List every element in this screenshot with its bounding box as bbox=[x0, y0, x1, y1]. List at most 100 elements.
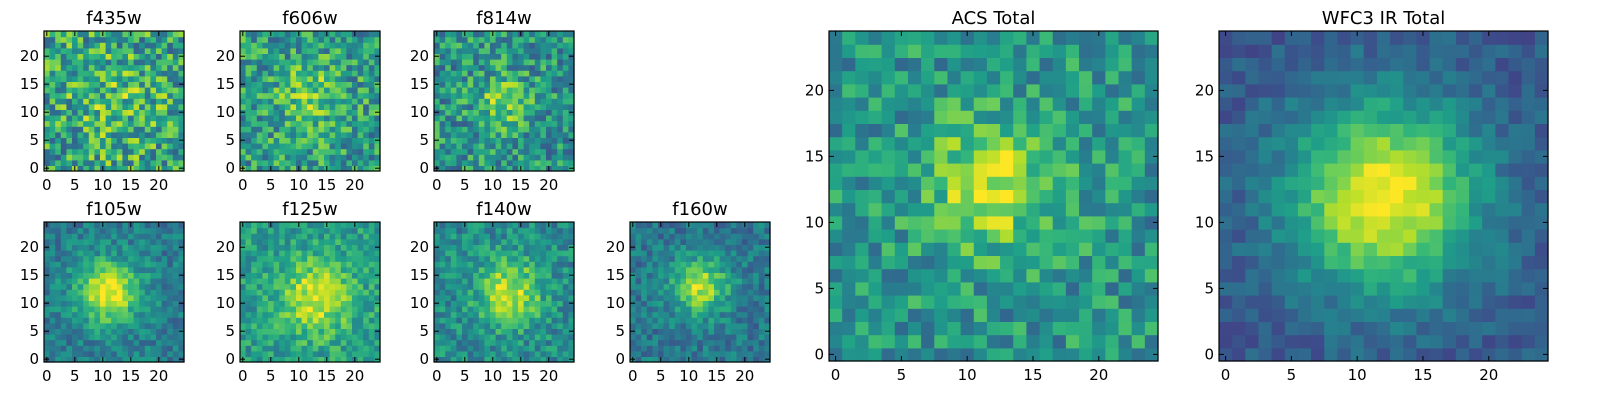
heatmap-cell bbox=[100, 126, 107, 133]
heatmap-cell bbox=[60, 64, 67, 71]
heatmap-cell bbox=[296, 350, 303, 357]
heatmap-cell bbox=[340, 266, 347, 273]
heatmap-cell bbox=[753, 289, 760, 296]
heatmap-cell bbox=[273, 272, 280, 279]
heatmap-cell bbox=[551, 222, 558, 229]
heatmap-cell bbox=[312, 98, 319, 105]
heatmap-cell bbox=[529, 322, 536, 329]
heatmap-cell bbox=[456, 356, 463, 363]
heatmap-cell bbox=[161, 261, 168, 268]
heatmap-cell bbox=[156, 300, 163, 307]
heatmap-cell bbox=[730, 317, 737, 324]
heatmap-cell bbox=[268, 311, 275, 318]
heatmap-cell bbox=[55, 272, 62, 279]
heatmap-cell bbox=[1039, 163, 1054, 177]
heatmap-cell bbox=[55, 59, 62, 66]
heatmap-cell bbox=[456, 272, 463, 279]
heatmap-cell bbox=[88, 345, 95, 352]
heatmap-cell bbox=[60, 238, 67, 245]
heatmap-cell bbox=[742, 328, 749, 335]
heatmap-cell bbox=[540, 70, 547, 77]
heatmap-cell bbox=[973, 347, 988, 362]
heatmap-cell bbox=[167, 311, 174, 318]
heatmap-cell bbox=[357, 328, 364, 335]
heatmap-cell bbox=[669, 255, 676, 262]
heatmap-cell bbox=[44, 227, 51, 234]
heatmap-cell bbox=[907, 189, 922, 204]
heatmap-cell bbox=[245, 300, 252, 307]
heatmap-cell bbox=[663, 339, 670, 346]
heatmap-cell bbox=[161, 165, 168, 172]
heatmap-cell bbox=[116, 334, 123, 341]
heatmap-cell bbox=[284, 233, 291, 240]
heatmap-cell bbox=[490, 159, 497, 166]
heatmap-cell bbox=[49, 165, 56, 172]
heatmap-cell bbox=[251, 322, 258, 329]
heatmap-cell bbox=[484, 92, 491, 99]
heatmap-cell bbox=[88, 300, 95, 307]
heatmap-cell bbox=[268, 233, 275, 240]
heatmap-cell bbox=[335, 227, 342, 234]
heatmap-cell bbox=[764, 227, 771, 234]
heatmap-cell bbox=[340, 294, 347, 301]
heatmap-cell bbox=[641, 222, 648, 229]
heatmap-cell bbox=[1013, 268, 1027, 283]
heatmap-cell bbox=[72, 47, 79, 54]
heatmap-cell bbox=[540, 75, 547, 82]
heatmap-cell bbox=[105, 227, 112, 234]
heatmap-cell bbox=[495, 300, 502, 307]
heatmap-cell bbox=[450, 115, 457, 122]
heatmap-cell bbox=[240, 294, 247, 301]
heatmap-cell bbox=[747, 306, 754, 313]
heatmap-cell bbox=[736, 322, 743, 329]
heatmap-cell bbox=[1026, 163, 1041, 177]
heatmap-cell bbox=[139, 75, 146, 82]
heatmap-cell bbox=[450, 311, 457, 318]
heatmap-cell bbox=[60, 165, 67, 172]
heatmap-cell bbox=[546, 81, 553, 88]
heatmap-cell bbox=[279, 345, 286, 352]
heatmap-cell bbox=[445, 311, 452, 318]
heatmap-cell bbox=[55, 283, 62, 290]
heatmap-cell bbox=[730, 278, 737, 285]
y-tick-label: 0 bbox=[29, 159, 39, 177]
heatmap-cell bbox=[540, 345, 547, 352]
heatmap-cell bbox=[1013, 242, 1027, 256]
heatmap-cell bbox=[66, 306, 73, 313]
heatmap-cell bbox=[506, 109, 513, 116]
heatmap-cell bbox=[562, 317, 569, 324]
heatmap-cell bbox=[284, 165, 291, 172]
heatmap-cell bbox=[144, 165, 151, 172]
heatmap-cell bbox=[894, 242, 909, 256]
heatmap-cell bbox=[736, 227, 743, 234]
heatmap-cell bbox=[279, 81, 286, 88]
heatmap-cell bbox=[161, 98, 168, 105]
heatmap-cell bbox=[94, 350, 101, 357]
heatmap-cell bbox=[484, 261, 491, 268]
heatmap-cell bbox=[719, 227, 726, 234]
heatmap-cell bbox=[714, 328, 721, 335]
heatmap-cell bbox=[77, 36, 84, 43]
heatmap-cell bbox=[335, 137, 342, 144]
heatmap-cell bbox=[352, 255, 359, 262]
heatmap-cell bbox=[340, 227, 347, 234]
heatmap-cell bbox=[439, 53, 446, 60]
heatmap-cell bbox=[290, 36, 297, 43]
heatmap-cell bbox=[284, 283, 291, 290]
heatmap-cell bbox=[66, 87, 73, 94]
heatmap-cell bbox=[467, 103, 474, 110]
heatmap-cell bbox=[450, 322, 457, 329]
heatmap-cell bbox=[439, 278, 446, 285]
heatmap-cell bbox=[83, 70, 90, 77]
heatmap-cell bbox=[240, 70, 247, 77]
heatmap-cell bbox=[324, 120, 331, 127]
heatmap-cell bbox=[725, 255, 732, 262]
heatmap-cell bbox=[156, 233, 163, 240]
heatmap-cell bbox=[273, 98, 280, 105]
heatmap-cell bbox=[284, 272, 291, 279]
heatmap-cell bbox=[100, 350, 107, 357]
heatmap-cell bbox=[340, 272, 347, 279]
heatmap-cell bbox=[495, 126, 502, 133]
heatmap-cell bbox=[947, 281, 962, 296]
heatmap-cell bbox=[529, 345, 536, 352]
